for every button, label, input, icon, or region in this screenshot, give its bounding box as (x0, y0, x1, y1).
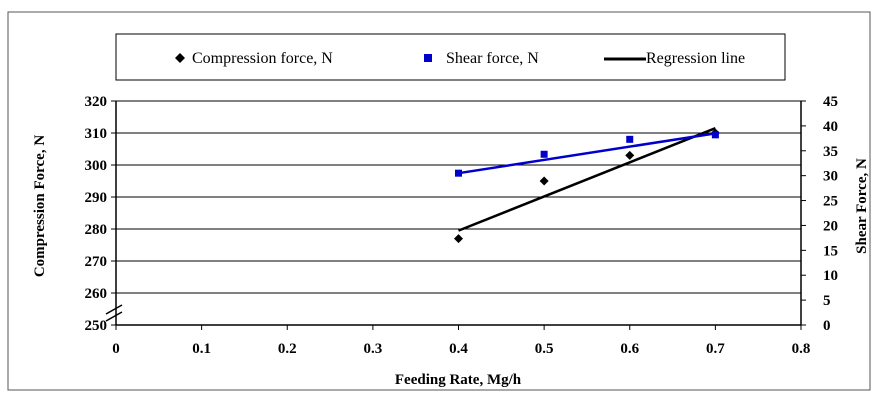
y-tick-label: 270 (85, 254, 108, 270)
y2-tick-label: 45 (823, 94, 838, 110)
axis-break-mark-1 (105, 304, 123, 315)
legend-square-marker (424, 54, 432, 62)
legend-diamond-marker (175, 53, 185, 63)
x-tick-label: 0.2 (278, 341, 297, 357)
y-tick-label: 260 (85, 286, 108, 302)
y2-tick-label: 25 (823, 194, 838, 210)
grid (116, 100, 801, 294)
y2-tick-label: 30 (823, 169, 838, 185)
y2-axis-title: Shear Force, N (854, 158, 870, 254)
axes (105, 100, 806, 330)
x-tick-label: 0.8 (792, 341, 811, 357)
y2-tick-label: 0 (823, 318, 831, 334)
compression-point (454, 234, 463, 244)
compression-point (625, 150, 635, 160)
x-tick-label: 0.4 (449, 341, 468, 357)
y-tick-label: 310 (85, 126, 108, 142)
x-tick-label: 0.5 (535, 341, 554, 357)
y-tick-label: 290 (85, 190, 108, 206)
legend-compression-label: Compression force, N (192, 50, 333, 67)
shear-point (540, 150, 548, 158)
y2-tick-label: 35 (823, 144, 838, 160)
shear-point (455, 169, 462, 177)
axis-break-mark-2 (105, 311, 123, 322)
x-tick-label: 0.7 (706, 341, 725, 357)
y2-tick-label: 15 (823, 243, 838, 259)
x-tick-label: 0.1 (192, 341, 211, 357)
compression-point (539, 176, 549, 186)
x-tick-label: 0.3 (364, 341, 383, 357)
y2-tick-label: 40 (823, 119, 838, 135)
y2-tick-label: 10 (823, 268, 838, 284)
legend-regression-label: Regression line (646, 50, 745, 67)
regression-lines (458, 127, 716, 232)
y-axis-title: Compression Force, N (32, 135, 48, 278)
shear-regression-line (458, 132, 716, 175)
y-tick-label: 280 (85, 222, 108, 238)
compression-regression-line (458, 127, 716, 232)
x-tick-label: 0.6 (620, 341, 639, 357)
y2-tick-label: 5 (823, 293, 831, 309)
y-tick-label: 300 (85, 158, 108, 174)
y-tick-label: 320 (85, 94, 108, 110)
legend: Compression force, N Shear force, N Regr… (115, 33, 786, 81)
tick-labels: 0 0.1 0.2 0.3 0.4 0.5 0.6 0.7 0.8250260270280290… (85, 94, 839, 357)
x-tick-label: 0 (112, 341, 120, 357)
shear-point (711, 131, 719, 139)
data-points (454, 128, 720, 244)
legend-shear-label: Shear force, N (446, 50, 539, 67)
shear-point (626, 135, 634, 143)
x-axis-title: Feeding Rate, Mg/h (395, 372, 522, 388)
y-tick-label: 250 (85, 318, 108, 334)
legend-box (115, 33, 786, 81)
y2-tick-label: 20 (823, 218, 838, 234)
